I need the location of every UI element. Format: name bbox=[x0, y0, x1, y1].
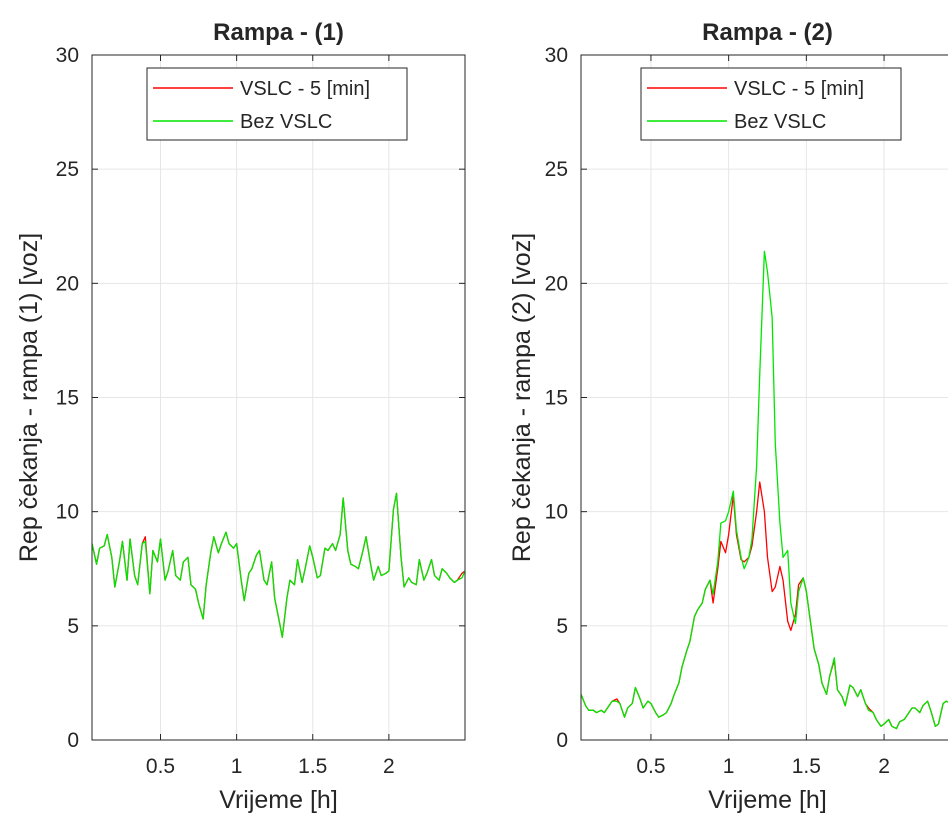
legend-1: VSLC - 5 [min] Bez VSLC bbox=[146, 67, 408, 141]
y-tick-label-1-0: 0 bbox=[67, 729, 79, 752]
y-axis-label-1: Rep čekanja - rampa (1) [voz] bbox=[15, 233, 43, 562]
y-tick-label-1-3: 15 bbox=[56, 387, 79, 410]
legend-label-vslc-1: VSLC - 5 [min] bbox=[240, 78, 370, 100]
legend-label-vslc-2: VSLC - 5 [min] bbox=[734, 78, 864, 100]
series-line-1-bez-vslc bbox=[92, 492, 465, 638]
x-tick-label-1-0: 0.5 bbox=[146, 755, 175, 778]
series-line-2-bez-vslc bbox=[581, 250, 948, 730]
y-tick-label-2-6: 30 bbox=[545, 44, 568, 67]
x-tick-label-1-2: 1.5 bbox=[298, 755, 327, 778]
x-tick-label-1-1: 1 bbox=[231, 755, 243, 778]
x-tick-label-2-2: 1.5 bbox=[792, 755, 821, 778]
y-tick-label-1-4: 20 bbox=[56, 272, 79, 295]
legend-label-bez-vslc-2: Bez VSLC bbox=[734, 111, 826, 133]
x-tick-label-2-0: 0.5 bbox=[636, 755, 665, 778]
x-axis-label-1: Vrijeme [h] bbox=[219, 786, 338, 814]
legend-2: VSLC - 5 [min] Bez VSLC bbox=[640, 67, 902, 141]
legend-label-bez-vslc-1: Bez VSLC bbox=[240, 111, 332, 133]
y-tick-label-1-6: 30 bbox=[56, 44, 79, 67]
x-tick-label-2-1: 1 bbox=[723, 755, 735, 778]
series-area-1 bbox=[92, 492, 465, 638]
y-tick-label-2-3: 15 bbox=[545, 387, 568, 410]
x-tick-label-2-3: 2 bbox=[878, 755, 890, 778]
y-tick-label-2-5: 25 bbox=[545, 158, 568, 181]
series-area-2 bbox=[581, 250, 948, 730]
chart-title-1: Rampa - (1) bbox=[213, 19, 344, 46]
y-tick-label-2-2: 10 bbox=[545, 501, 568, 524]
y-tick-label-1-1: 5 bbox=[67, 615, 79, 638]
y-tick-label-1-2: 10 bbox=[56, 501, 79, 524]
y-tick-label-2-4: 20 bbox=[545, 272, 568, 295]
chart-title-2: Rampa - (2) bbox=[702, 19, 833, 46]
x-axis-label-2: Vrijeme [h] bbox=[708, 786, 827, 814]
y-tick-label-2-1: 5 bbox=[556, 615, 568, 638]
x-tick-label-1-3: 2 bbox=[383, 755, 395, 778]
y-tick-label-1-5: 25 bbox=[56, 158, 79, 181]
y-tick-label-2-0: 0 bbox=[556, 729, 568, 752]
legend-box-2 bbox=[640, 67, 902, 141]
legend-box-1 bbox=[146, 67, 408, 141]
y-axis-label-2: Rep čekanja - rampa (2) [voz] bbox=[508, 233, 536, 562]
